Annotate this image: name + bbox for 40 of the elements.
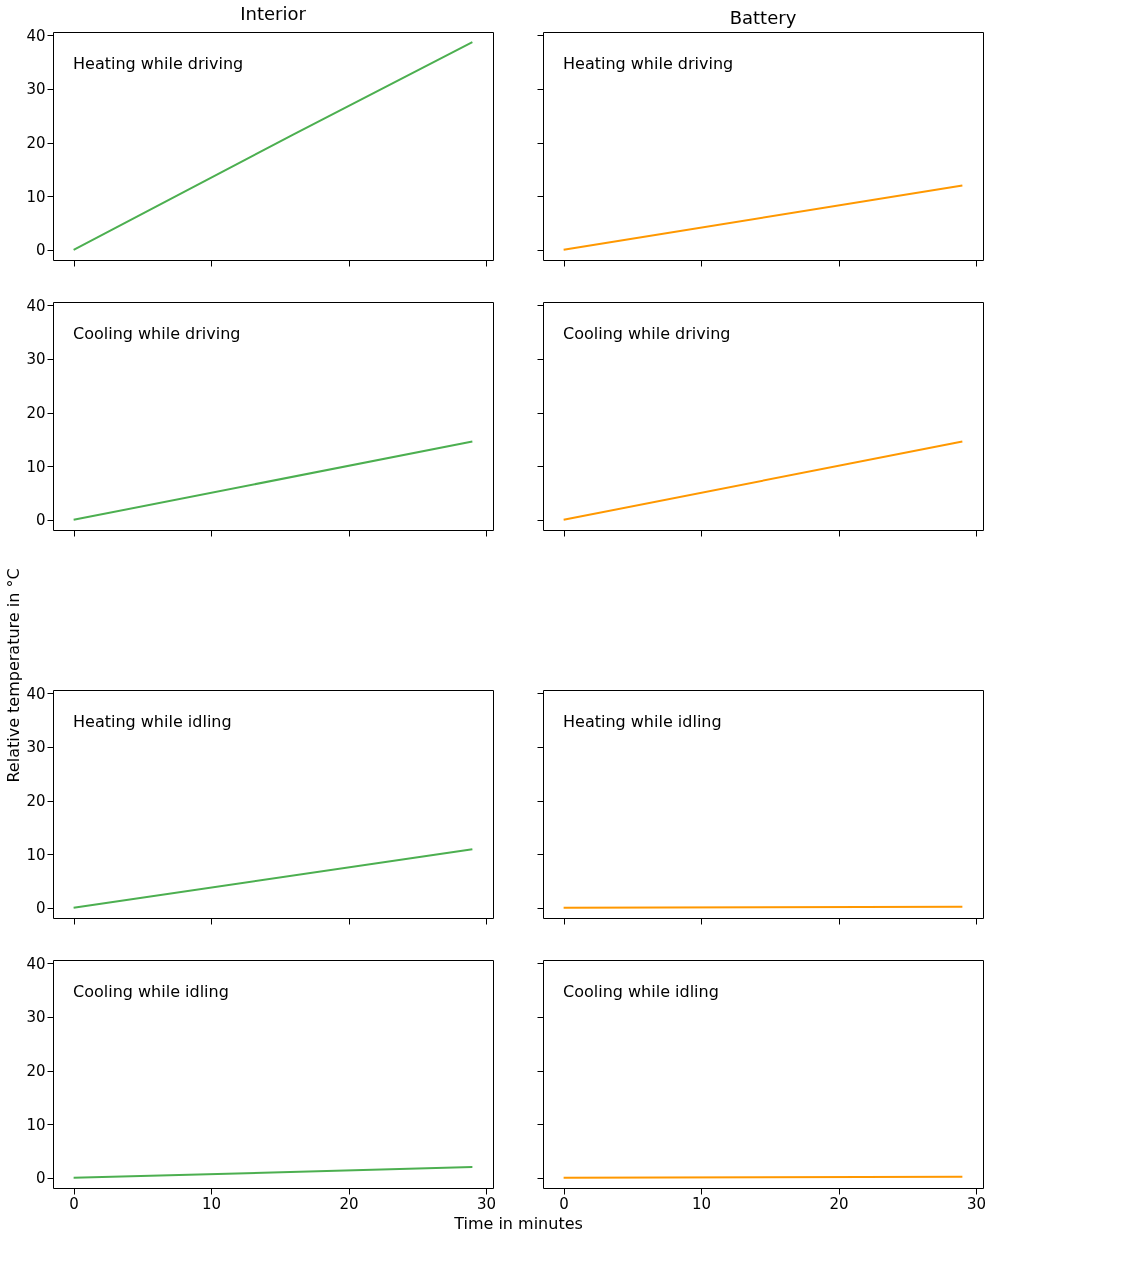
y-tick-label: 0: [35, 511, 46, 530]
annotation: Heating while idling: [73, 712, 232, 731]
y-tick-label: 0: [35, 1169, 46, 1188]
x-tick-label: 0: [69, 1194, 79, 1213]
annotation: Heating while idling: [563, 712, 722, 731]
x-tick-label: 10: [202, 1194, 222, 1213]
annotation: Cooling while idling: [563, 982, 719, 1001]
x-tick-label: 30: [967, 1194, 987, 1213]
y-tick-label: 10: [26, 845, 46, 864]
y-tick-label: 40: [26, 684, 46, 703]
x-tick-label: 30: [477, 1194, 497, 1213]
annotation: Cooling while driving: [73, 324, 241, 343]
y-tick-label: 30: [26, 80, 46, 99]
x-tick-label: 20: [339, 1194, 359, 1213]
y-tick-label: 20: [26, 404, 46, 423]
annotation: Cooling while idling: [73, 982, 229, 1001]
y-tick-label: 20: [26, 792, 46, 811]
y-tick-label: 10: [26, 187, 46, 206]
chart-title: Battery: [729, 7, 797, 28]
y-tick-label: 0: [35, 241, 46, 260]
x-tick-label: 20: [829, 1194, 849, 1213]
x-axis-title: Time in minutes: [453, 1213, 583, 1233]
x-tick-label: 10: [692, 1194, 712, 1213]
annotation: Heating while driving: [563, 54, 734, 73]
x-tick-label: 0: [559, 1194, 569, 1213]
y-tick-label: 30: [26, 350, 46, 369]
y-tick-label: 10: [26, 457, 46, 476]
y-tick-label: 40: [26, 954, 46, 973]
y-tick-label: 20: [26, 1062, 46, 1081]
annotation: Cooling while driving: [563, 324, 731, 343]
y-tick-label: 10: [26, 1115, 46, 1134]
y-tick-label: 40: [26, 296, 46, 315]
annotation: Heating while driving: [73, 54, 244, 73]
y-axis-title: Relative temperature in °C: [4, 568, 24, 783]
chart-title: Interior: [240, 3, 307, 25]
y-tick-label: 20: [26, 134, 46, 153]
y-tick-label: 40: [26, 26, 46, 45]
y-tick-label: 30: [26, 738, 46, 757]
y-tick-label: 30: [26, 1008, 46, 1027]
y-tick-label: 0: [35, 899, 46, 918]
